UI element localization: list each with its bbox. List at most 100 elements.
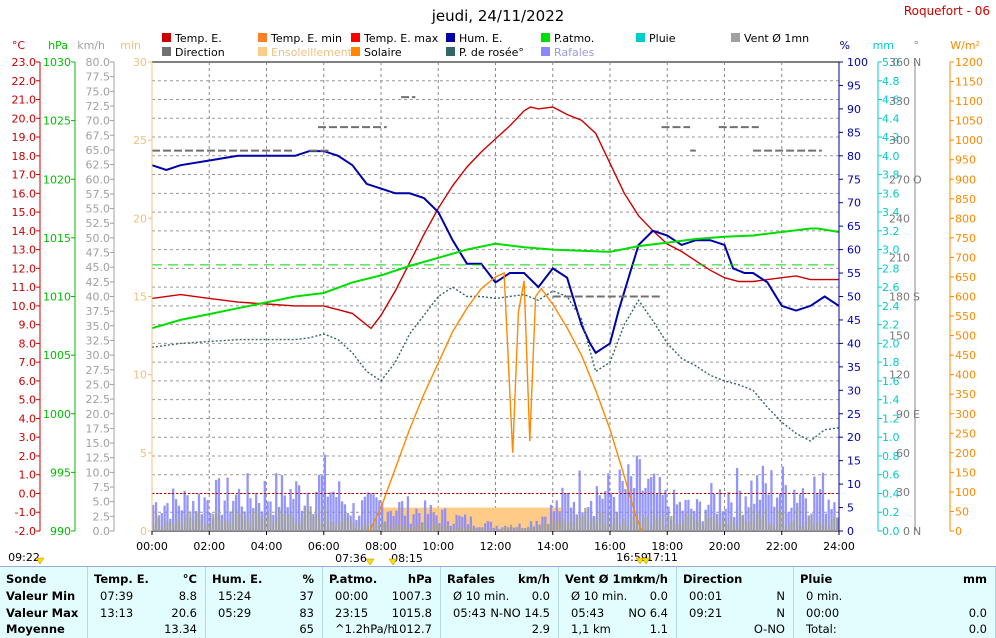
wind-bar (418, 513, 421, 531)
tick-label: 10.0 (12, 300, 37, 313)
tick-label: 210 (889, 251, 910, 264)
wind-bar (289, 512, 292, 531)
wind-bar (403, 523, 407, 531)
column-header: Vent Ø 1mn (565, 572, 641, 586)
wind-bar (401, 501, 404, 531)
wind-bar (836, 517, 839, 531)
wind-bar (152, 525, 155, 531)
wind-bar (587, 507, 590, 531)
wind-bar (589, 500, 593, 531)
cell-time: 1,1 km (571, 622, 611, 636)
wind-bar (383, 521, 387, 531)
tick-label: 0.0 (882, 525, 900, 538)
tick-label: S (913, 291, 920, 304)
wind-bar (232, 508, 235, 531)
tick-label: 18.0 (12, 150, 37, 163)
cell-time: 23:15 (335, 606, 369, 620)
wind-bar (392, 528, 395, 531)
legend-label: Rafales (554, 46, 595, 59)
wind-bar (821, 525, 825, 531)
x-tick-label: 24:00 (823, 540, 855, 553)
table-column: Pluie mm 0 min. 00:00 0.0 Total: 0.0 (794, 567, 996, 638)
wind-bar (355, 519, 358, 531)
cell-value: N-NO 14.5 (490, 606, 550, 620)
wind-bar (721, 518, 724, 531)
wind-bar (415, 508, 418, 531)
wind-bar (446, 524, 450, 531)
cell-time: 00:01 (689, 589, 723, 603)
wind-bar (200, 519, 203, 531)
row-label: Moyenne (6, 622, 65, 636)
table-column: P.atmo. hPa 00:00 1007.3 23:15 1015.8 ^1.2hPa/… (323, 567, 441, 638)
wind-bar (438, 524, 441, 531)
wind-bar (827, 526, 830, 531)
wind-bar (564, 492, 567, 531)
wind-bar (796, 506, 799, 531)
wind-bar (197, 493, 201, 531)
wind-bar (358, 515, 361, 531)
wind-bar (718, 525, 722, 531)
wind-bar (154, 517, 158, 531)
tick-label: 350 (955, 388, 976, 401)
row-label: Valeur Max (6, 606, 79, 620)
wind-bar (833, 502, 836, 531)
wind-bar (787, 512, 790, 531)
wind-bar (718, 489, 722, 531)
wind-bar (549, 504, 553, 531)
wind-bar (297, 522, 301, 531)
wind-bar (326, 519, 329, 531)
wind-bar (398, 524, 401, 531)
wind-bar (547, 524, 550, 531)
wind-bar (249, 498, 252, 531)
wind-bar (260, 518, 264, 531)
unit-label: km/h (77, 39, 105, 52)
wind-bar (561, 517, 564, 531)
wind-bar (816, 493, 819, 531)
wind-bar (381, 522, 384, 531)
tick-label: 4.0 (882, 150, 900, 163)
tick-label: 50.0 (86, 232, 111, 245)
wind-bar (538, 525, 541, 531)
column-unit: °C (182, 572, 197, 586)
wind-bar (715, 515, 719, 531)
wind-bar (753, 503, 756, 531)
wind-bar (655, 494, 659, 531)
wind-bar (443, 508, 447, 531)
wind-bar (776, 510, 779, 531)
tick-label: 45.0 (86, 261, 111, 274)
wind-bar (793, 520, 796, 531)
wind-bar (160, 526, 163, 531)
sun-time-label: 08:15 (391, 552, 423, 565)
tick-label: 0.6 (882, 469, 900, 482)
wind-bar (217, 508, 221, 531)
tick-label: 120 (889, 369, 910, 382)
tick-label: 5.0 (93, 496, 111, 509)
table-column: Temp. E. °C 07:39 8.8 13:13 20.6 13.34 (88, 567, 206, 638)
chart-title: jeudi, 24/11/2022 (431, 7, 565, 25)
wind-bar (466, 528, 470, 531)
tick-label: 23.0 (12, 56, 37, 69)
wind-bar (360, 526, 364, 531)
cell-value: 0.0 (649, 589, 668, 603)
wind-bar (235, 494, 238, 531)
cell-value: 2.9 (531, 622, 550, 636)
wind-bar (318, 474, 321, 531)
wind-bar (386, 511, 390, 531)
wind-bar (412, 526, 415, 531)
unit-label: min (120, 39, 141, 52)
wind-bar (627, 464, 630, 531)
tick-label: 17.5 (86, 422, 111, 435)
wind-bar (335, 525, 338, 531)
tick-label: 22.0 (12, 75, 37, 88)
table-column: Vent Ø 1mn km/h Ø 10 min. 0.0 05:43 NO 6.4 1,1… (559, 567, 677, 638)
tick-label: 90 (896, 408, 910, 421)
column-header: Hum. E. (212, 572, 263, 586)
tick-label: 21.0 (12, 94, 37, 107)
wind-bar (206, 522, 209, 531)
wind-bar (458, 515, 461, 531)
wind-bar (398, 502, 401, 531)
tick-label: 800 (955, 212, 976, 225)
wind-bar (713, 520, 716, 531)
wind-bar (441, 525, 444, 531)
wind-bar (372, 494, 375, 531)
